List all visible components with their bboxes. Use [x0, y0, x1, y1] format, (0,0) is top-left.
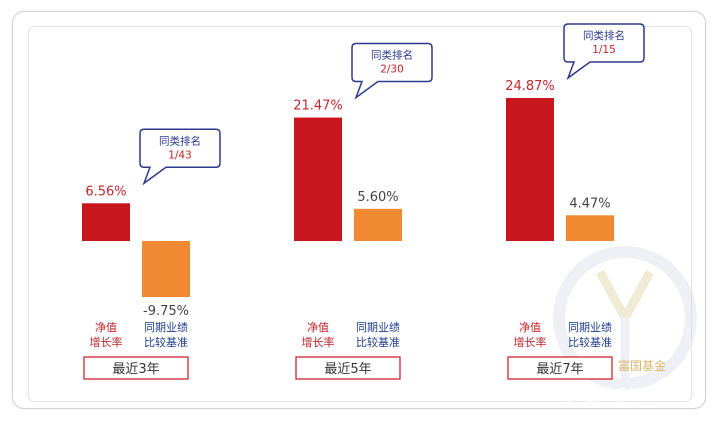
watermark-emblem: [553, 246, 697, 390]
fund-legend-line1: 净值: [307, 320, 329, 334]
benchmark-legend-line2: 比较基准: [568, 335, 612, 349]
rank-value: 1/43: [168, 149, 192, 161]
rank-bubble: [563, 23, 645, 81]
fund-legend-line1: 净值: [95, 320, 117, 334]
period-box: [295, 356, 401, 380]
period-box: [83, 356, 189, 380]
benchmark-bar: [142, 241, 190, 298]
period-box: [507, 356, 613, 380]
rank-bubble: [351, 42, 433, 100]
benchmark-value-label: 5.60%: [357, 190, 398, 205]
fund-legend-line2: 增长率: [302, 335, 335, 349]
period-label: 最近7年: [536, 362, 583, 377]
benchmark-bar: [354, 208, 402, 241]
watermark-zhihu: 知乎 @知乎新闻: [548, 386, 658, 404]
benchmark-legend-line2: 比较基准: [144, 335, 188, 349]
chart-inner-border: [28, 26, 692, 402]
period-label: 最近5年: [324, 362, 371, 377]
benchmark-legend-line2: 比较基准: [356, 335, 400, 349]
benchmark-legend-line1: 同期业绩: [356, 321, 400, 334]
fund-bar: [294, 117, 342, 241]
fund-value-label: 24.87%: [505, 79, 555, 94]
benchmark-bar: [566, 215, 614, 241]
rank-title: 同类排名: [159, 134, 201, 147]
rank-title: 同类排名: [371, 49, 413, 62]
fund-legend-line1: 净值: [519, 320, 541, 334]
period-label: 最近3年: [112, 362, 159, 377]
fund-legend-line2: 增长率: [90, 335, 123, 349]
benchmark-value-label: -9.75%: [143, 304, 189, 319]
benchmark-legend-line1: 同期业绩: [144, 321, 188, 334]
rank-bubble: [139, 128, 221, 186]
fund-value-label: 21.47%: [293, 99, 343, 114]
rank-title: 同类排名: [583, 29, 625, 42]
fund-bar: [506, 97, 554, 241]
fund-bar: [82, 203, 130, 241]
watermark-brand: 富国基金: [618, 358, 666, 373]
rank-value: 2/30: [380, 64, 404, 76]
benchmark-value-label: 4.47%: [569, 196, 610, 211]
fund-legend-line2: 增长率: [514, 335, 547, 349]
fund-value-label: 6.56%: [85, 184, 126, 199]
rank-value: 1/15: [592, 44, 616, 56]
benchmark-legend-line1: 同期业绩: [568, 321, 612, 334]
